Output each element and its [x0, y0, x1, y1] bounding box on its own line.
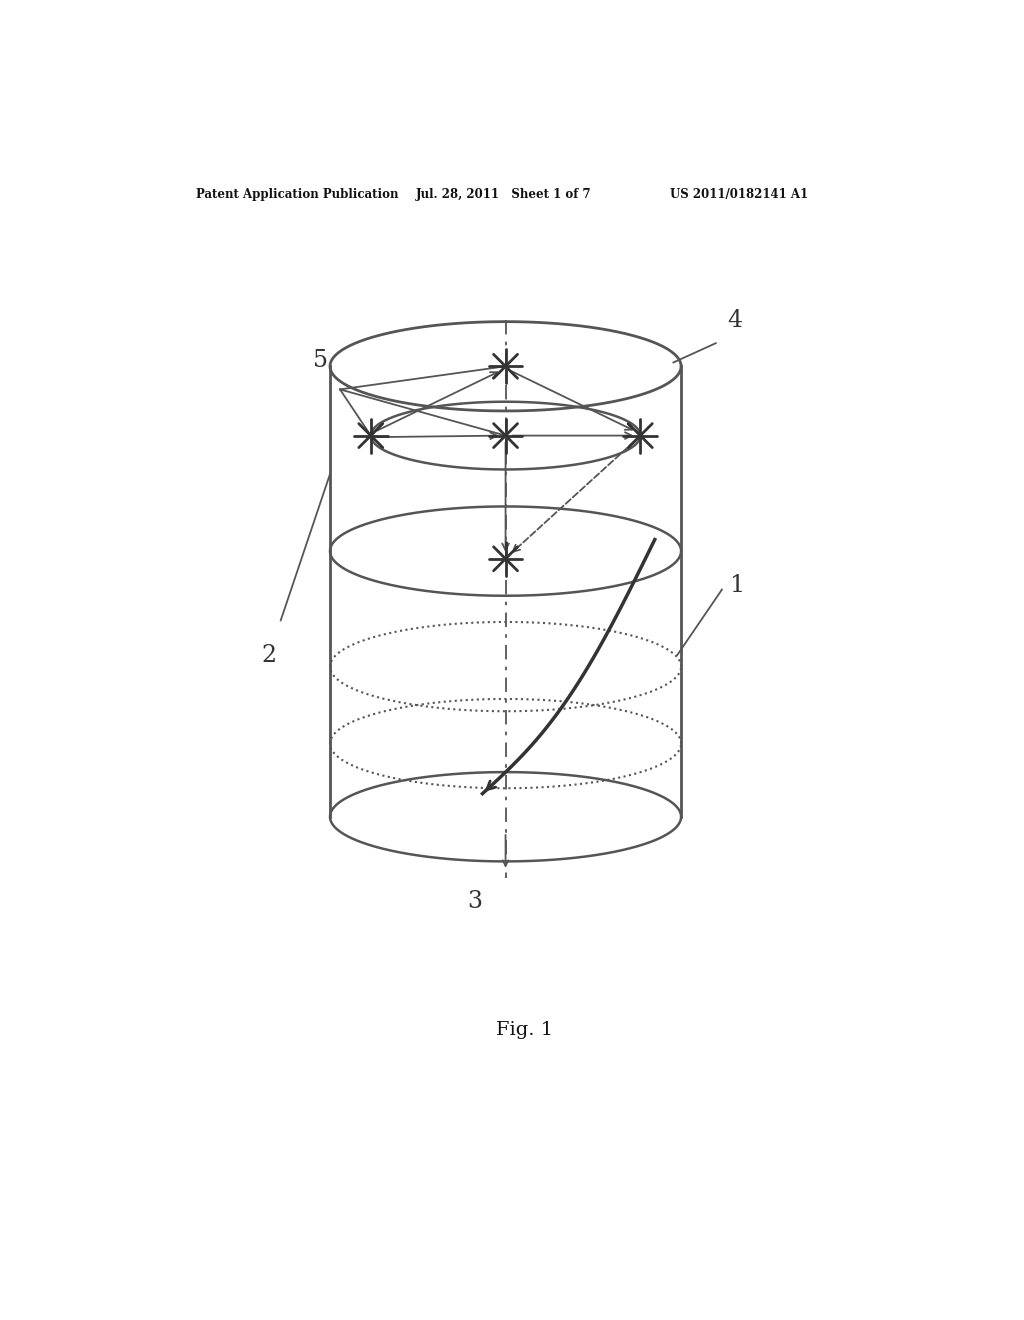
Text: Fig. 1: Fig. 1	[497, 1020, 553, 1039]
Text: Patent Application Publication: Patent Application Publication	[196, 187, 398, 201]
Text: 4: 4	[727, 309, 742, 331]
Text: US 2011/0182141 A1: US 2011/0182141 A1	[670, 187, 808, 201]
Text: 3: 3	[467, 890, 482, 913]
Text: 5: 5	[313, 350, 329, 372]
Text: Jul. 28, 2011   Sheet 1 of 7: Jul. 28, 2011 Sheet 1 of 7	[416, 187, 591, 201]
Text: 2: 2	[261, 644, 276, 667]
Text: 1: 1	[730, 574, 744, 597]
